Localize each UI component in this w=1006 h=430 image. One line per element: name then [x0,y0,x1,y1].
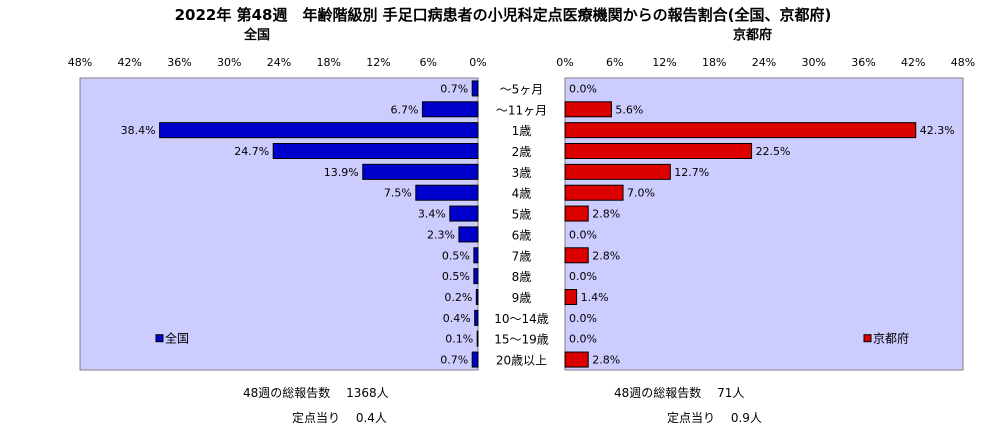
right-x-tick-label: 36% [851,56,875,69]
right-data-label: 42.3% [920,124,955,137]
left-per-sentinel: 定点当り 0.4人 [292,411,387,425]
left-data-label: 7.5% [384,187,412,200]
category-label: 1歳 [512,124,532,138]
right-x-tick-label: 30% [802,56,826,69]
right-bar [564,143,753,159]
right-data-label: 22.5% [756,145,791,158]
right-data-label: 0.0% [569,82,597,95]
left-bar [471,351,479,368]
right-x-tick-label: 6% [606,56,623,69]
right-legend-swatch [863,334,872,343]
right-data-label: 2.8% [592,249,620,262]
left-data-label: 0.4% [443,312,471,325]
left-bar [476,330,479,347]
left-x-tick-label: 18% [317,56,341,69]
left-data-label: 0.7% [440,354,468,367]
left-x-tick-label: 24% [267,56,291,69]
right-bar [564,205,589,222]
right-bar [564,163,671,180]
left-data-label: 38.4% [121,124,156,137]
left-bar [415,184,479,201]
category-label: 15～19歳 [494,333,549,347]
right-data-label: 0.0% [569,312,597,325]
right-x-tick-label: 12% [652,56,676,69]
left-data-label: 0.7% [440,82,468,95]
left-bar [449,205,479,222]
right-legend-label: 京都府 [873,331,909,346]
left-x-tick-label: 6% [420,56,437,69]
right-x-tick-label: 48% [951,56,975,69]
left-bar [362,163,479,180]
right-x-tick-label: 24% [752,56,776,69]
left-data-label: 24.7% [234,145,269,158]
right-bar [564,184,624,201]
left-x-tick-label: 0% [469,56,486,69]
right-bar [564,351,589,368]
left-data-label: 0.2% [444,291,472,304]
left-bar [272,143,479,159]
category-label: 2歳 [512,145,532,159]
left-data-label: 0.5% [442,270,470,283]
right-plot-area [564,77,964,371]
left-data-label: 3.4% [418,208,446,221]
category-label: 6歳 [512,228,532,242]
right-panel-title: 京都府 [733,28,773,43]
left-data-label: 2.3% [427,228,455,241]
left-x-tick-label: 48% [68,56,92,69]
left-data-label: 0.1% [445,333,473,346]
category-label: 7歳 [512,249,532,263]
right-data-label: 12.7% [674,166,709,179]
left-bar [473,268,479,285]
left-bar [475,289,479,305]
right-data-label: 2.8% [592,354,620,367]
left-bar [458,226,479,243]
left-data-label: 0.5% [442,249,470,262]
left-x-tick-label: 30% [217,56,241,69]
pyramid-chart: 48% 0% 42% 6% 36% 12% 30% 18% 24% 24% 18% 30% 12% 36%… [68,56,975,371]
right-data-label: 2.8% [592,208,620,221]
right-data-label: 0.0% [569,333,597,346]
category-label: ～5ヶ月 [500,82,544,96]
left-bar [473,247,479,264]
right-data-label: 7.0% [627,187,655,200]
left-bar [474,309,479,326]
left-data-label: 6.7% [390,103,418,116]
category-label: 8歳 [512,270,532,284]
category-label: 4歳 [512,187,532,201]
category-label: 3歳 [512,166,532,180]
right-bar [564,247,589,264]
right-bar [564,289,578,305]
left-plot-area [79,77,479,371]
category-label: 10～14歳 [494,312,549,326]
right-per-sentinel: 定点当り 0.9人 [667,411,762,425]
right-total-reports: 48週の総報告数 71人 [614,386,745,400]
right-data-label: 0.0% [569,228,597,241]
left-bar [471,80,479,97]
left-x-tick-label: 42% [118,56,142,69]
category-label: 20歳以上 [496,354,547,368]
right-data-label: 1.4% [581,291,609,304]
category-label: ～11ヶ月 [496,103,547,117]
chart-title: 2022年 第48週 年齢階級別 手足口病患者の小児科定点医療機関からの報告割合… [174,6,832,24]
right-x-tick-label: 0% [556,56,573,69]
right-bar [564,101,612,118]
right-x-tick-label: 18% [702,56,726,69]
left-x-tick-label: 12% [366,56,390,69]
right-data-label: 5.6% [615,103,643,116]
right-x-tick-label: 42% [901,56,925,69]
right-data-label: 0.0% [569,270,597,283]
left-legend-label: 全国 [165,331,189,346]
right-bar [564,122,917,139]
left-legend-swatch [155,334,164,343]
left-data-label: 13.9% [324,166,359,179]
left-bar [159,122,479,139]
left-panel-title: 全国 [244,28,271,43]
left-total-reports: 48週の総報告数 1368人 [243,386,389,400]
left-x-tick-label: 36% [167,56,191,69]
category-label: 9歳 [512,291,532,305]
left-bar [421,101,479,118]
category-label: 5歳 [512,208,532,222]
